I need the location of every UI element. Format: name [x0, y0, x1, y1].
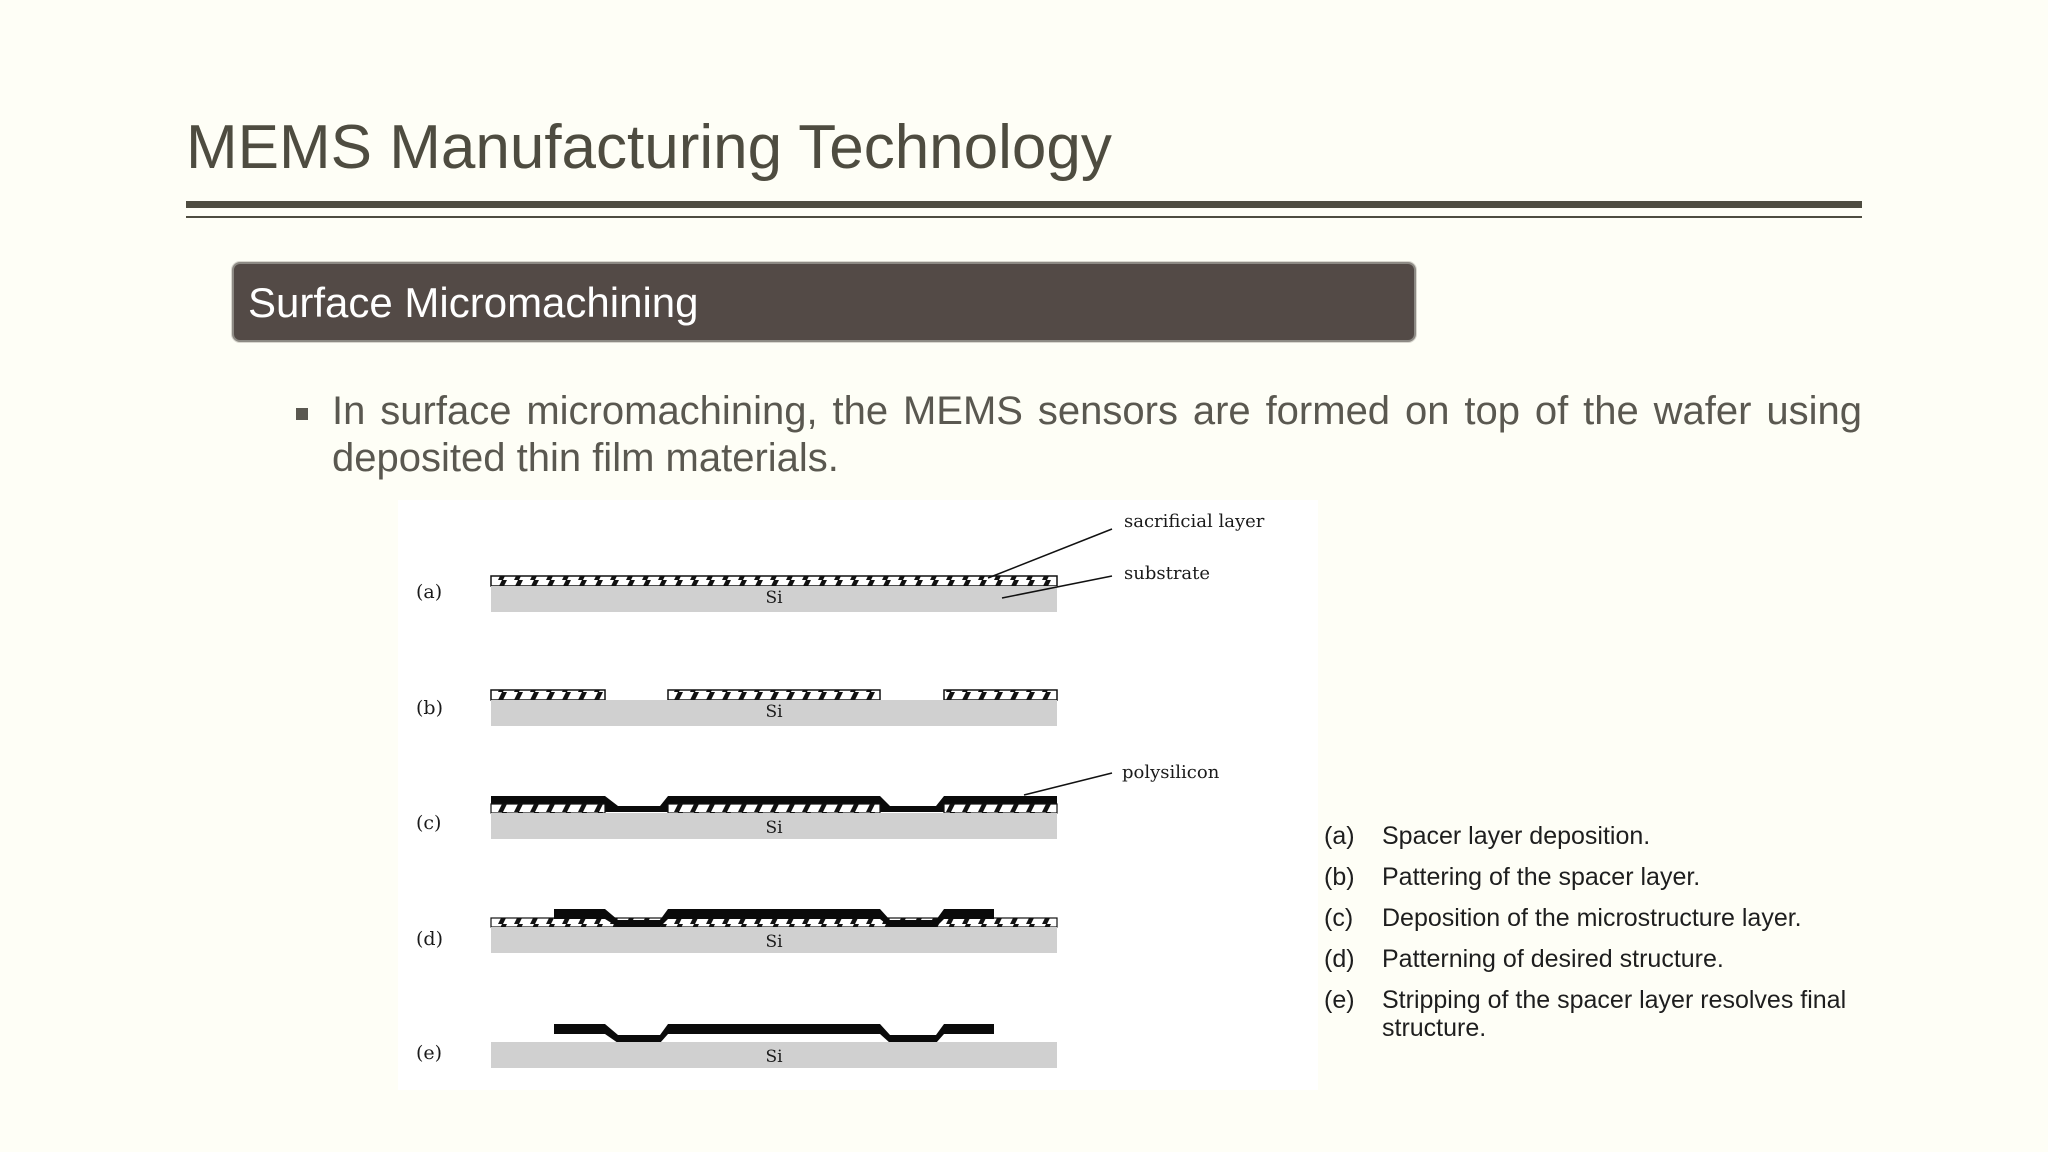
- caption-label: (c): [1324, 904, 1354, 932]
- released-structure: [554, 1024, 994, 1043]
- caption-item: (d) Patterning of desired structure.: [1324, 945, 1884, 973]
- callout-leader-sacrificial: [987, 528, 1113, 579]
- step-b: (b) Si: [416, 689, 1058, 726]
- section-heading: Surface Micromachining: [248, 279, 699, 326]
- step-e: (e) Si: [416, 1024, 1057, 1068]
- caption-label: (a): [1324, 822, 1355, 850]
- sacrificial-segment: [943, 803, 1058, 814]
- step-b-label: (b): [416, 697, 443, 719]
- sacrificial-segment: [667, 689, 881, 701]
- step-c: (c) Si polysilicon: [416, 762, 1220, 839]
- caption-label: (e): [1324, 986, 1355, 1014]
- title-rule-thick: [186, 201, 1862, 208]
- caption-text: Pattering of the spacer layer.: [1382, 863, 1701, 891]
- section-banner: Surface Micromachining: [232, 262, 1416, 342]
- sacrificial-segment: [490, 803, 606, 814]
- step-a-label: (a): [416, 581, 442, 603]
- title-rule-thin: [186, 216, 1862, 218]
- si-substrate: [491, 586, 1057, 612]
- sacrificial-segment: [490, 689, 606, 701]
- callout-substrate: substrate: [1124, 563, 1210, 584]
- si-substrate: [491, 1042, 1057, 1068]
- sacrificial-layer: [490, 575, 1058, 587]
- caption-text: Stripping of the spacer layer resolves f…: [1382, 986, 1847, 1042]
- caption-text: Spacer layer deposition.: [1382, 822, 1651, 850]
- step-d-label: (d): [416, 928, 443, 950]
- caption-label: (d): [1324, 945, 1355, 973]
- caption-list: (a) Spacer layer deposition. (b) Patteri…: [1324, 822, 1884, 1055]
- bullet-square-icon: [296, 408, 308, 420]
- caption-label: (b): [1324, 863, 1355, 891]
- si-label: Si: [765, 1047, 783, 1067]
- caption-text: Patterning of desired structure.: [1382, 945, 1724, 973]
- step-d: (d) Si: [416, 909, 1058, 953]
- process-diagram: (a) Si sacrificial layer substrate (b) S…: [398, 500, 1318, 1090]
- step-e-label: (e): [416, 1042, 442, 1064]
- callout-sacrificial-layer: sacrificial layer: [1124, 511, 1265, 532]
- si-substrate: [491, 700, 1057, 726]
- si-label: Si: [765, 702, 783, 722]
- bullet-text: In surface micromachining, the MEMS sens…: [332, 389, 1862, 480]
- callout-polysilicon: polysilicon: [1122, 762, 1220, 783]
- si-label: Si: [765, 818, 783, 838]
- si-label: Si: [765, 932, 783, 952]
- slide-title: MEMS Manufacturing Technology: [186, 113, 1112, 182]
- si-label: Si: [765, 588, 783, 608]
- caption-item: (e) Stripping of the spacer layer resolv…: [1324, 986, 1884, 1042]
- patterned-structure: [554, 909, 994, 927]
- si-substrate: [491, 927, 1057, 953]
- caption-text: Deposition of the microstructure layer.: [1382, 904, 1802, 932]
- callout-leader-substrate: [1001, 575, 1113, 599]
- sacrificial-layer: [490, 917, 1058, 928]
- sacrificial-segment: [667, 803, 881, 814]
- step-a: (a) Si sacrificial layer substrate: [416, 511, 1265, 612]
- step-c-label: (c): [416, 812, 441, 834]
- caption-item: (c) Deposition of the microstructure lay…: [1324, 904, 1884, 932]
- callout-leader-polysilicon: [1023, 772, 1113, 796]
- caption-item: (b) Pattering of the spacer layer.: [1324, 863, 1884, 891]
- sacrificial-segment: [943, 689, 1058, 701]
- caption-item: (a) Spacer layer deposition.: [1324, 822, 1884, 850]
- si-substrate: [491, 813, 1057, 839]
